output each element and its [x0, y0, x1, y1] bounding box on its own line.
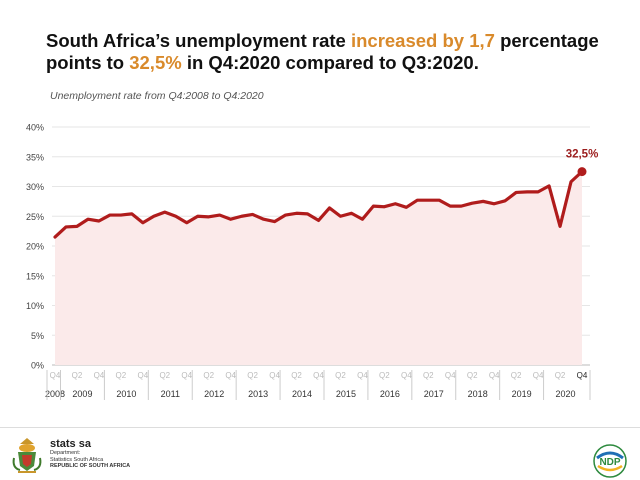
x-year-label: 2011 [161, 389, 180, 399]
x-quarter-label: Q4 [269, 371, 280, 380]
x-quarter-label: Q4 [533, 371, 544, 380]
ndp-label: NDP [599, 457, 620, 468]
x-quarter-label: Q4 [357, 371, 368, 380]
y-tick-label: 20% [26, 242, 44, 252]
x-year-label: 2012 [204, 389, 224, 399]
x-quarter-label: Q4 [181, 371, 192, 380]
x-quarter-label: Q2 [379, 371, 390, 380]
y-tick-label: 15% [26, 271, 44, 281]
footer-divider [0, 427, 640, 428]
x-quarter-label: Q2 [291, 371, 302, 380]
x-quarter-label: Q2 [203, 371, 214, 380]
x-quarter-label: Q4 [401, 371, 412, 380]
y-tick-label: 0% [31, 361, 44, 371]
x-quarter-label: Q4 [225, 371, 236, 380]
x-quarter-label: Q4 [94, 371, 105, 380]
chart-subtitle: Unemployment rate from Q4:2008 to Q4:202… [50, 90, 264, 102]
x-quarter-label: Q2 [467, 371, 478, 380]
x-quarter-label: Q2 [511, 371, 522, 380]
x-quarter-label: Q4 [445, 371, 456, 380]
x-year-label: 2019 [512, 389, 532, 399]
x-year-label: 2014 [292, 389, 312, 399]
headline-highlight-rate: 32,5% [129, 52, 182, 73]
x-quarter-label: Q2 [159, 371, 170, 380]
x-quarter-label: Q2 [116, 371, 127, 380]
x-year-label: 2018 [468, 389, 488, 399]
x-quarter-label: Q4 [50, 371, 61, 380]
x-quarter-label: Q2 [72, 371, 83, 380]
ndp-logo-icon: NDP [593, 444, 627, 478]
y-tick-label: 25% [26, 212, 44, 222]
x-quarter-label: Q2 [335, 371, 346, 380]
area-fill [55, 171, 582, 365]
x-quarter-label: Q4 [489, 371, 500, 380]
last-value-annotation: 32,5% [566, 149, 599, 161]
headline: South Africa’s unemployment rate increas… [46, 30, 606, 74]
x-year-label: 2010 [116, 389, 136, 399]
stats-sa-brand: stats sa [50, 438, 91, 450]
republic-line: REPUBLIC OF SOUTH AFRICA [50, 463, 131, 469]
x-year-label: 2015 [336, 389, 356, 399]
x-year-label: 2020 [556, 389, 576, 399]
y-tick-label: 30% [26, 182, 44, 192]
unemployment-line-chart: 0% 5% 10% 15% 20% 25% 30% 35% 40% 32,5% Q4 Q2 Q4 Q2 Q4… [26, 123, 599, 400]
headline-part-2: percentage points to [46, 30, 599, 73]
x-quarter-label: Q4 [577, 371, 588, 380]
x-quarter-label: Q2 [247, 371, 258, 380]
x-year-label: 2017 [424, 389, 444, 399]
coat-of-arms-icon [12, 438, 42, 473]
headline-highlight-increase: increased by 1,7 [350, 30, 495, 51]
x-quarter-label: Q2 [555, 371, 566, 380]
x-quarter-label: Q2 [423, 371, 434, 380]
x-year-label: 2008 [45, 389, 65, 399]
department-line: Department: [50, 450, 81, 456]
x-quarter-label: Q4 [313, 371, 324, 380]
x-year-label: 2016 [380, 389, 400, 399]
x-year-label: 2009 [72, 389, 92, 399]
x-year-label: 2013 [248, 389, 268, 399]
y-tick-label: 5% [31, 331, 44, 341]
unemployment-series-line [53, 170, 584, 239]
x-last-quarter-label: Q4 [577, 371, 588, 380]
y-tick-label: 35% [26, 152, 44, 162]
headline-part-1: South Africa’s unemployment rate [46, 30, 351, 51]
department-name: Statistics South Africa [50, 456, 104, 463]
y-tick-label: 10% [26, 301, 44, 311]
last-point-marker [577, 167, 587, 177]
y-tick-label: 40% [26, 123, 44, 133]
organisation-block: stats sa Department: Statistics South Af… [50, 438, 130, 470]
headline-part-3: in Q4:2020 compared to Q3:2020. [181, 52, 479, 73]
x-quarter-label: Q4 [137, 371, 148, 380]
